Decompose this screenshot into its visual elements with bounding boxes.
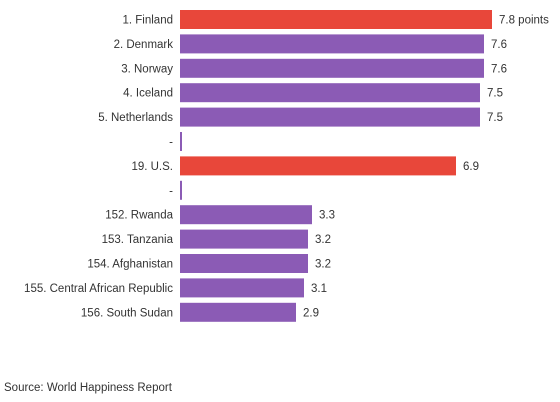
bar: [180, 83, 480, 103]
value-label: 3.3: [319, 210, 335, 222]
category-label: 1. Finland: [122, 15, 173, 27]
bar: [180, 302, 296, 322]
value-label: 7.6: [491, 63, 507, 75]
separator-tick: [180, 132, 182, 151]
bar: [180, 10, 492, 29]
bar: [180, 278, 304, 298]
bar: [180, 107, 480, 127]
value-label: 3.2: [315, 234, 331, 246]
value-label: 3.1: [311, 283, 327, 295]
value-label: 7.5: [487, 112, 503, 124]
separator-label: -: [169, 185, 173, 197]
value-label: 7.8 points: [499, 15, 549, 27]
bar: [180, 34, 484, 54]
separator-tick: [180, 180, 182, 200]
value-label: 3.2: [315, 259, 331, 271]
bar: [180, 58, 484, 78]
category-label: 155. Central African Republic: [24, 283, 173, 295]
bar: [180, 156, 456, 176]
category-label: 2. Denmark: [114, 39, 174, 51]
category-label: 154. Afghanistan: [87, 259, 173, 271]
bar-chart: 1. Finland 2. Denmark 3. Norway 4. Iceland 5…: [24, 10, 549, 322]
category-label: 152. Rwanda: [105, 210, 173, 222]
category-labels-layer: 1. Finland 2. Denmark 3. Norway 4. Iceland 5…: [24, 15, 174, 320]
category-label: 5. Netherlands: [98, 112, 173, 124]
category-label: 4. Iceland: [123, 88, 173, 100]
value-label: 7.5: [487, 88, 503, 100]
value-label: 2.9: [303, 307, 319, 319]
separator-label: -: [169, 137, 173, 149]
value-label: 7.6: [491, 39, 507, 51]
value-label: 6.9: [463, 161, 479, 173]
bar: [180, 229, 308, 249]
value-labels-layer: 7.8 points 7.6 7.6 7.5 7.5 6.9 3.3 3.2 3.2 3.1 2.9: [303, 15, 549, 320]
category-label: 19. U.S.: [131, 161, 173, 173]
bars-layer: [180, 10, 492, 322]
category-label: 153. Tanzania: [102, 234, 174, 246]
bar: [180, 254, 308, 273]
category-label: 156. South Sudan: [81, 307, 173, 319]
source-note: Source: World Happiness Report: [4, 382, 172, 394]
category-label: 3. Norway: [121, 63, 173, 75]
bar: [180, 205, 312, 225]
